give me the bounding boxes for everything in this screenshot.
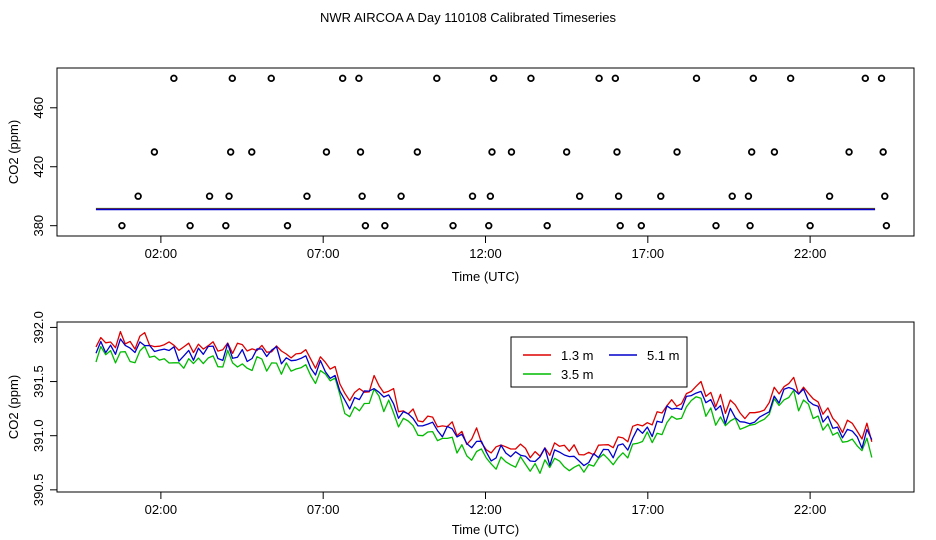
data-point [150,148,159,156]
y-tick-label: 420 [31,156,46,178]
data-point [186,221,194,230]
data-point [673,148,681,156]
y-tick-label: 390.5 [31,474,46,507]
y-tick-label: 380 [31,215,46,237]
data-point [746,221,754,230]
data-point [845,148,853,156]
x-tick-label: 12:00 [469,502,502,517]
data-point [283,221,292,230]
data-point [228,74,236,83]
data-point [486,192,495,200]
x-tick-label: 02:00 [145,502,178,517]
data-point [861,74,870,83]
data-point [338,74,347,83]
data-point [616,221,624,230]
data-point [637,221,646,230]
data-point [170,74,178,83]
data-point [413,148,422,156]
data-point [527,74,535,83]
data-point [468,192,477,200]
data-point [786,74,795,83]
data-point [881,192,889,200]
x-tick-label: 17:00 [632,502,665,517]
data-point [728,192,736,200]
data-point [355,74,363,83]
data-point [449,221,457,230]
x-axis-label: Time (UTC) [452,269,519,284]
line-panel: Time (UTC) CO2 (ppm) 02:00 07:00 12:00 17:0… [6,311,915,537]
data-point [747,148,756,156]
data-point [381,221,389,230]
series-line [95,330,873,459]
x-tick-label: 12:00 [469,246,502,261]
data-point [433,74,441,83]
y-tick-label: 460 [31,97,46,119]
x-tick-label: 22:00 [794,246,827,261]
y-axis-label: CO2 (ppm) [6,375,21,439]
x-tick-label: 17:00 [632,246,665,261]
x-tick-label: 07:00 [307,502,340,517]
data-point [303,192,311,200]
data-point [806,221,814,230]
data-point [613,148,621,156]
data-point [744,192,753,200]
data-point [485,221,493,230]
data-point [118,221,126,230]
data-point [507,148,516,156]
data-point [825,192,834,200]
data-point [267,74,275,83]
y-tick-label: 391.0 [31,419,46,452]
y-tick-label: 392.0 [31,311,46,344]
data-point [770,148,779,156]
data-point [248,148,256,156]
data-point [134,192,142,200]
data-point [882,221,891,230]
x-tick-label: 22:00 [794,502,827,517]
data-point [877,74,886,83]
plot-frame [56,321,915,493]
legend-label: 3.5 m [561,367,594,382]
y-tick-label: 391.5 [31,365,46,398]
data-point [358,192,366,200]
data-point [749,74,758,83]
data-point [611,74,620,83]
data-point [222,221,230,230]
series-line [95,338,873,467]
data-point [595,74,603,83]
plot-frame [56,67,915,237]
data-point [614,192,623,200]
data-point [657,192,665,200]
data-point [322,148,331,156]
data-point [488,148,496,156]
x-tick-label: 07:00 [307,246,340,261]
data-point [712,221,720,230]
data-point [226,148,235,156]
data-point [562,148,571,156]
data-point [361,221,370,230]
legend-box [510,336,688,388]
x-axis-label: Time (UTC) [452,522,519,537]
y-axis-label: CO2 (ppm) [6,120,21,184]
data-point [225,192,233,200]
data-point [879,148,887,156]
data-point [543,221,551,230]
data-point [356,148,365,156]
data-point [397,192,405,200]
data-point [489,74,498,83]
data-point [692,74,701,83]
series-line [95,345,873,474]
x-tick-label: 02:00 [145,246,178,261]
legend-label: 5.1 m [647,348,680,363]
data-point [575,192,584,200]
scatter-panel: Time (UTC) CO2 (ppm) 02:00 07:00 12:00 17:0… [6,67,915,284]
chart-title: NWR AIRCOA A Day 110108 Calibrated Times… [320,10,616,25]
legend-label: 1.3 m [561,348,594,363]
data-point [205,192,214,200]
